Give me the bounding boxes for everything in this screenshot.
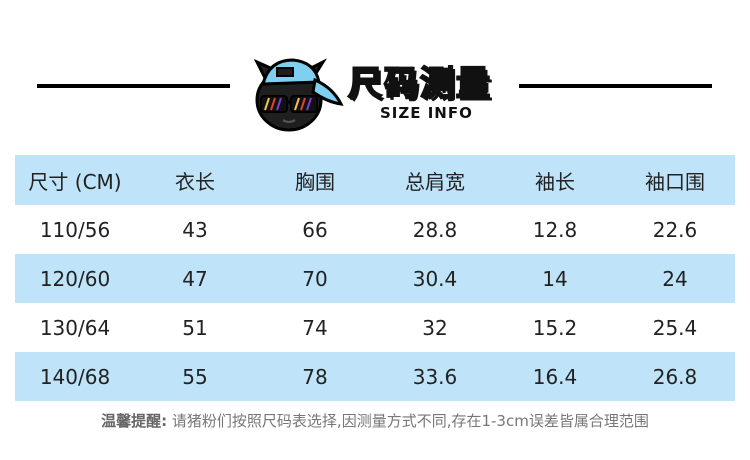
column-header: 尺寸 (CM) (28, 169, 122, 194)
table-cell: 70 (302, 266, 328, 291)
table-row: 120/60 47 70 30.4 14 24 (15, 254, 735, 303)
page-title: 尺码测量 (347, 63, 492, 105)
table-cell: 30.4 (412, 266, 458, 291)
column-header: 袖长 (535, 169, 575, 194)
column-header: 总肩宽 (405, 169, 465, 194)
table-row: 140/68 55 78 33.6 16.4 26.8 (15, 352, 735, 401)
table-cell: 78 (302, 364, 328, 389)
table-cell: 66 (302, 217, 328, 242)
column-header: 袖口围 (645, 169, 705, 194)
table-cell: 22.6 (652, 217, 698, 242)
table-cell: 32 (422, 315, 448, 340)
footnote-label: 温馨提醒: (101, 412, 168, 430)
table-header-row: 尺寸 (CM) 衣长 胸围 总肩宽 袖长 袖口围 (15, 155, 735, 205)
column-header: 衣长 (175, 169, 215, 194)
column-header: 胸围 (295, 169, 335, 194)
table-cell: 120/60 (39, 266, 111, 291)
table-row: 130/64 51 74 32 15.2 25.4 (15, 303, 735, 352)
size-table: 尺寸 (CM) 衣长 胸围 总肩宽 袖长 袖口围 110/56 43 66 28… (15, 155, 735, 401)
header: 尺码测量 SIZE INFO (0, 40, 750, 140)
table-cell: 74 (302, 315, 328, 340)
table-cell: 26.8 (652, 364, 698, 389)
table-cell: 24 (662, 266, 688, 291)
table-cell: 15.2 (532, 315, 578, 340)
table-cell: 43 (182, 217, 208, 242)
footnote: 温馨提醒: 请猪粉们按照尺码表选择,因测量方式不同,存在1-3cm误差皆属合理范… (0, 410, 750, 431)
table-cell: 33.6 (412, 364, 458, 389)
table-cell: 130/64 (39, 315, 111, 340)
table-row: 110/56 43 66 28.8 12.8 22.6 (15, 205, 735, 254)
table-cell: 14 (542, 266, 568, 291)
table-cell: 28.8 (412, 217, 458, 242)
cap-sunglasses-mascot-icon (253, 58, 344, 132)
table-cell: 12.8 (532, 217, 578, 242)
table-cell: 47 (182, 266, 208, 291)
left-divider-line (37, 84, 230, 88)
table-cell: 16.4 (532, 364, 578, 389)
table-cell: 55 (182, 364, 208, 389)
table-cell: 110/56 (39, 217, 111, 242)
footnote-text: 请猪粉们按照尺码表选择,因测量方式不同,存在1-3cm误差皆属合理范围 (167, 412, 649, 430)
table-cell: 140/68 (39, 364, 111, 389)
right-divider-line (519, 84, 712, 88)
table-cell: 25.4 (652, 315, 698, 340)
page-subtitle: SIZE INFO (380, 104, 473, 122)
table-cell: 51 (182, 315, 208, 340)
